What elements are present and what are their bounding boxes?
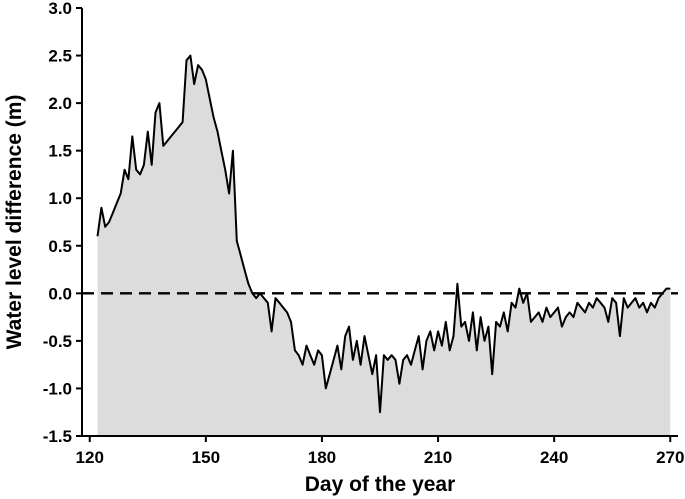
x-tick-label: 120 — [76, 448, 104, 467]
y-tick-label: -1.5 — [43, 427, 72, 446]
plot-area — [82, 54, 678, 436]
x-tick-label: 180 — [308, 448, 336, 467]
x-tick-label: 210 — [424, 448, 452, 467]
y-tick-label: 2.5 — [48, 47, 72, 66]
y-tick-label: 2.0 — [48, 94, 72, 113]
y-tick-label: -0.5 — [43, 332, 72, 351]
series-area-fill — [97, 55, 671, 436]
y-tick-label: -1.0 — [43, 379, 72, 398]
x-tick-label: 240 — [540, 448, 568, 467]
series-line — [96, 54, 671, 414]
y-tick-label: 1.5 — [48, 142, 72, 161]
x-tick-label: 150 — [192, 448, 220, 467]
x-axis-title: Day of the year — [305, 473, 456, 496]
axes: -1.5 -1.0 -0.5 0.0 0.5 1.0 1.5 2.0 2.5 3.0 120 150 1… — [43, 0, 685, 467]
y-tick-label: 3.0 — [48, 0, 72, 18]
y-tick-label: 0.0 — [48, 284, 72, 303]
y-tick-label: 0.5 — [48, 237, 72, 256]
x-tick-label: 270 — [656, 448, 684, 467]
y-tick-label: 1.0 — [48, 189, 72, 208]
y-axis-title: Water level difference (m) — [3, 95, 26, 350]
